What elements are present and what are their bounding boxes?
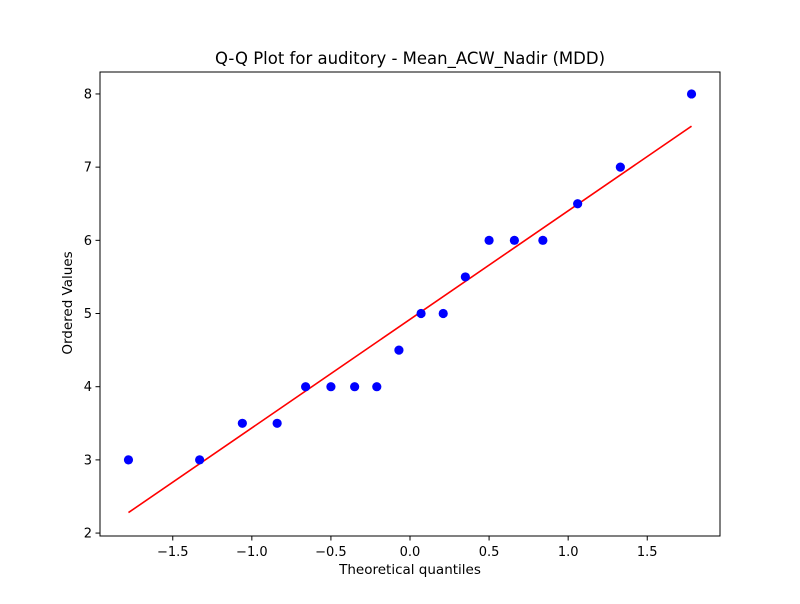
data-point xyxy=(686,89,697,99)
x-tick-label: −1.0 xyxy=(236,545,268,560)
y-tick-label: 4 xyxy=(84,380,92,395)
axes-frame xyxy=(99,71,721,537)
data-point xyxy=(326,382,336,392)
y-tick-label: 7 xyxy=(84,161,92,176)
data-point xyxy=(438,308,448,319)
x-tick-label: −1.5 xyxy=(157,545,189,560)
data-point xyxy=(509,235,519,245)
data-point xyxy=(301,382,311,392)
y-tick-label: 2 xyxy=(84,527,92,542)
data-point xyxy=(538,235,548,245)
data-point xyxy=(372,382,382,392)
data-point xyxy=(123,455,134,465)
data-point xyxy=(573,199,583,209)
x-tick-label: 1.5 xyxy=(637,545,658,560)
data-point xyxy=(350,382,360,392)
y-tick-label: 6 xyxy=(84,234,92,249)
x-axis-label: Theoretical quantiles xyxy=(338,562,481,578)
x-tick-label: 1.0 xyxy=(558,545,579,560)
x-tick-label: 0.5 xyxy=(479,545,500,560)
data-point xyxy=(615,162,625,172)
y-tick-label: 5 xyxy=(84,307,92,322)
data-point xyxy=(416,308,426,319)
chart-title: Q-Q Plot for auditory - Mean_ACW_Nadir (… xyxy=(215,49,605,69)
reference-fit-line xyxy=(128,125,692,514)
data-point xyxy=(272,418,282,428)
y-tick-label: 8 xyxy=(84,87,92,102)
data-point xyxy=(237,418,247,428)
data-point xyxy=(460,272,470,282)
y-axis-label: Ordered Values xyxy=(60,251,76,354)
x-tick-label: −0.5 xyxy=(315,545,347,560)
plot-area: −1.5 −1.0 −0.5 0.0 0.5 1.0 1.5 2 3 4 5 6 7 8 xyxy=(84,71,721,560)
x-tick-label: 0.0 xyxy=(400,545,421,560)
data-point xyxy=(195,455,205,465)
y-tick-label: 3 xyxy=(84,453,92,468)
data-point xyxy=(484,235,494,245)
data-point xyxy=(394,345,404,355)
